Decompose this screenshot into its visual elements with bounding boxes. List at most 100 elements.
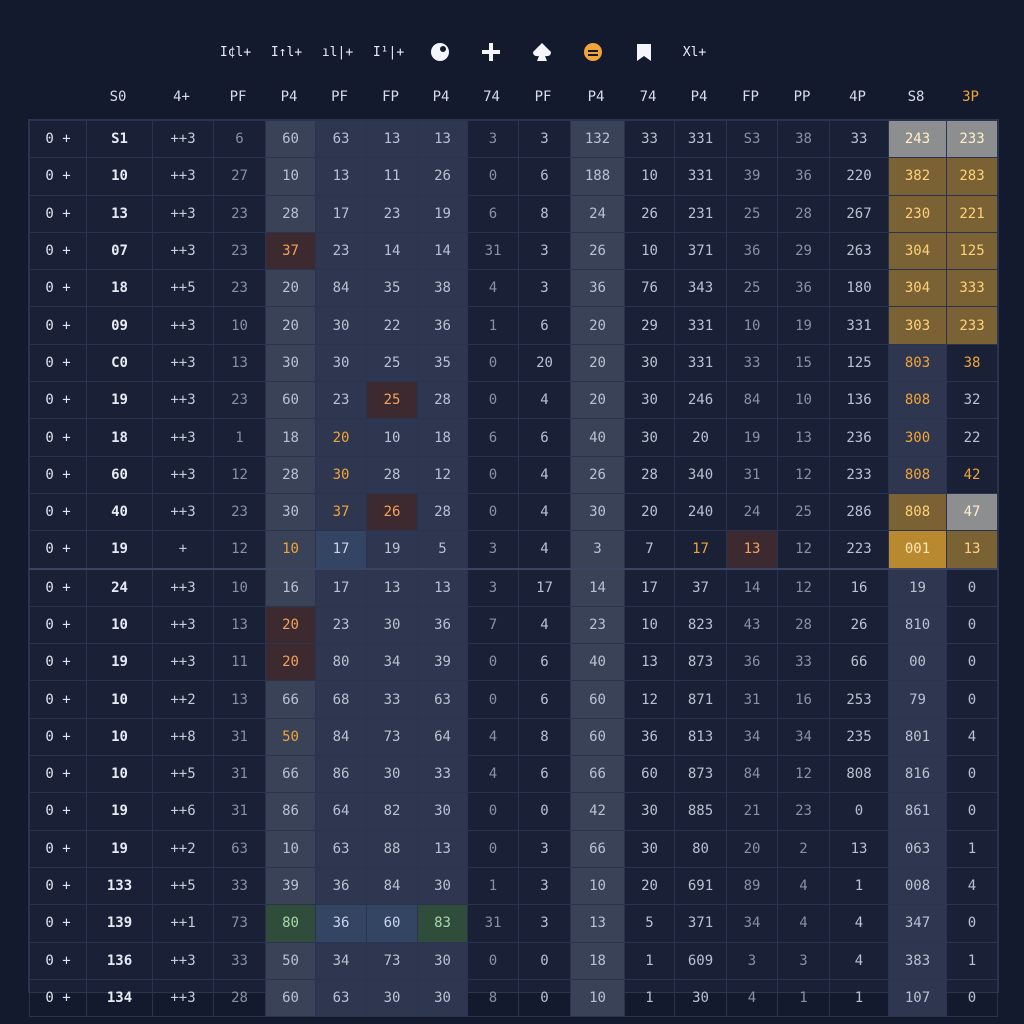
column-header[interactable]: S8 [907,89,925,105]
table-row[interactable]: 0 +10 ++3 13 20 23 30 36 7 4 23 10 823 43 28 26 810 0 [29,605,998,645]
circle-dot-icon[interactable] [414,36,465,68]
row-toggle[interactable]: 0 + [29,194,87,233]
column-header[interactable]: PF [534,89,552,105]
table-cell: 34 [366,643,418,682]
table-row[interactable]: 0 + C0 ++3 13 30 30 25 35 0 20 20 30 331 33 15 125 803 38 [29,343,998,383]
column-header[interactable] [28,82,85,112]
table-row[interactable]: 0 +139 ++1 73 80 36 60 83 31 3 13 5 371 34 4 4 347 0 [29,904,998,943]
column-header[interactable]: P4 [280,89,298,105]
table-row[interactable]: 0 +60 ++3 12 28 30 28 12 0 4 26 28 340 31 12 233 808 42 [29,455,998,494]
column-header-row: S0 4+ PF P4 PF FP P4 74 PF P4 74 P4 FP PP 4P S8 3P [28,82,997,112]
row-toggle[interactable]: 0 + [29,119,87,159]
table-row[interactable]: 0 +10 ++3 27 10 13 11 26 0 6 188 10 331 39 36 220 382 28… [29,157,998,196]
table-cell: 84 [726,381,778,420]
column-header[interactable]: PF [331,89,348,105]
table-cell: 30 [366,605,418,645]
table-row[interactable]: 0 +10 ++5 31 66 86 30 33 4 6 66 60 873 84 12 808 816 0 [29,755,998,794]
row-toggle[interactable]: 0 + [29,866,87,906]
column-header[interactable]: FP [742,89,759,105]
column-header[interactable]: P4 [432,89,450,105]
table-row[interactable]: 0 +19 +12 10 17 19 5 3 4 3 7 17 13 12 223 001 13 [29,530,998,570]
table-row[interactable]: 0 +133 ++5 33 39 36 84 30 1 3 10 20 691 89 4 1 008 4 [29,866,998,906]
table-row[interactable]: 0 +40 ++3 23 30 37 26 28 0 4 30 20 240 24 25 286 808 47 [29,492,998,532]
row-toggle[interactable]: 0 + [29,904,87,943]
column-header[interactable]: FP [382,89,399,105]
table-cell: 14 [570,567,625,607]
toolbar-button[interactable]: I¹|+ [372,44,405,60]
table-row[interactable]: 0 +19 ++3 11 20 80 34 39 0 6 40 13 873 36 33 66 00 0 [29,643,998,682]
table-row[interactable]: 0 +10 ++2 13 66 68 33 63 0 6 60 12 871 31 16 253 79 0 [29,680,998,719]
table-cell: 83 [417,904,468,943]
row-toggle[interactable]: 0 + [29,157,87,196]
column-header[interactable]: 4P [849,89,866,105]
table-cell: 17 [315,194,367,233]
column-header[interactable]: 3P [962,89,979,105]
row-toggle[interactable]: 0 + [29,605,87,645]
table-cell: ++1 [152,904,214,943]
table-cell: 188 [570,157,625,196]
table-row[interactable]: 0 +24 ++3 10 16 17 13 13 3 17 14 17 37 14 12 16 19 0 [29,567,998,607]
plus-icon[interactable] [465,36,516,68]
column-header[interactable]: P4 [690,89,708,105]
column-header[interactable]: 74 [639,89,657,105]
table-row[interactable]: 0 +10 ++8 31 50 84 73 64 4 8 60 36 813 34 34 235 801 4 [29,717,998,757]
table-row[interactable]: 0 +09 ++3 10 20 30 22 36 1 6 20 29 331 10 19 331 303 233 [29,306,998,345]
column-header[interactable]: P4 [587,89,605,105]
table-cell: 23 [213,492,266,532]
table-cell: 25 [366,381,418,420]
table-row[interactable]: 0 +07 ++3 23 37 23 14 14 31 3 26 10 371 36 29 263 304 12… [29,231,998,271]
table-cell: 66 [570,829,625,868]
row-toggle[interactable]: 0 + [29,941,87,980]
row-toggle[interactable]: 0 + [29,231,87,271]
table-row[interactable]: 0 + S1 ++3 6 60 63 13 13 3 3 132 33 331 S3 38 33 243 233 [29,119,998,159]
row-toggle[interactable]: 0 + [29,530,87,570]
table-cell: 30 [624,343,675,383]
table-row[interactable]: 0 +19 ++3 23 60 23 25 28 0 4 20 30 246 84 10 136 808 32 [29,381,998,420]
table-row[interactable]: 0 +19 ++6 31 86 64 82 30 0 0 42 30 885 21 23 0 861 0 [29,792,998,831]
table-cell: 107 [888,978,947,1018]
column-header[interactable]: 74 [483,89,500,105]
table-cell: 20 [624,492,675,532]
table-row[interactable]: 0 +19 ++2 63 10 63 88 13 0 3 66 30 80 20 2 13 063 1 [29,829,998,868]
column-header[interactable]: PP [793,89,811,105]
bookmark-icon[interactable] [618,36,669,68]
table-cell: 66 [265,755,316,794]
row-toggle[interactable]: 0 + [29,643,87,682]
row-toggle[interactable]: 0 + [29,717,87,757]
table-cell: 31 [467,231,519,271]
table-row[interactable]: 0 +18 ++3 1 18 20 10 18 6 6 40 30 20 19 13 236 300 22 [29,418,998,457]
toolbar-button[interactable]: I¢l+ [219,44,252,60]
table-cell: 19 [86,530,153,570]
row-toggle[interactable]: 0 + [29,829,87,868]
toolbar-button[interactable]: Xl+ [682,44,707,60]
table-cell: 30 [570,492,625,532]
row-toggle[interactable]: 0 + [29,792,87,831]
table-cell: 30 [624,418,675,457]
table-cell: 60 [265,978,316,1018]
row-toggle[interactable]: 0 + [29,306,87,345]
column-header[interactable]: S0 [109,89,127,105]
row-toggle[interactable]: 0 + [29,680,87,719]
row-toggle[interactable]: 0 + [29,269,87,308]
table-row[interactable]: 0 +18 ++5 23 20 84 35 38 4 3 36 76 343 25 36 180 304 333 [29,269,998,308]
toolbar-button[interactable]: ıl|+ [321,44,354,60]
table-cell: 231 [674,194,727,233]
row-toggle[interactable]: 0 + [29,343,87,383]
table-row[interactable]: 0 +134 ++3 28 60 63 30 30 8 0 10 1 30 4 1 1 107 0 [29,978,998,1018]
table-row[interactable]: 0 +136 ++3 33 50 34 73 30 0 0 18 1 609 3 3 4 383 1 [29,941,998,980]
table-row[interactable]: 0 +13 ++3 23 28 17 23 19 6 8 24 26 231 25 28 267 230 221 [29,194,998,233]
coin-icon[interactable] [567,36,618,68]
table-cell: 20 [570,343,625,383]
row-toggle[interactable]: 0 + [29,381,87,420]
toolbar-button[interactable]: I↑l+ [270,44,303,60]
spade-icon[interactable] [516,36,567,68]
row-toggle[interactable]: 0 + [29,755,87,794]
row-toggle[interactable]: 0 + [29,978,87,1018]
row-toggle[interactable]: 0 + [29,492,87,532]
row-toggle[interactable]: 0 + [29,455,87,494]
row-toggle[interactable]: 0 + [29,567,87,607]
column-header[interactable]: PF [229,89,247,105]
column-header[interactable]: 4+ [173,89,190,105]
table-cell: 0 [467,492,519,532]
row-toggle[interactable]: 0 + [29,418,87,457]
